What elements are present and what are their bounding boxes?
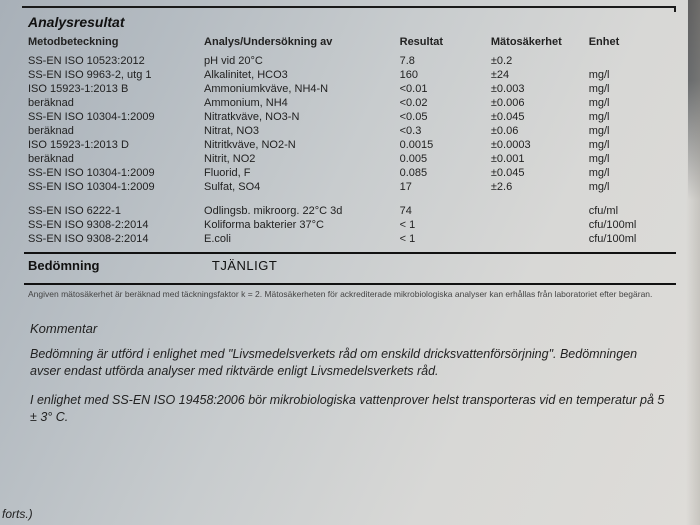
cell: 0.0015	[396, 138, 487, 152]
continuation-note: forts.)	[2, 507, 33, 521]
col-unit: Enhet	[585, 34, 676, 54]
cell: pH vid 20°C	[200, 54, 396, 68]
cell: Odlingsb. mikroorg. 22°C 3d	[200, 204, 396, 218]
cell: Nitrit, NO2	[200, 152, 396, 166]
cell: mg/l	[585, 124, 676, 138]
cell: ±0.003	[487, 82, 585, 96]
cell: ±0.001	[487, 152, 585, 166]
col-result: Resultat	[396, 34, 487, 54]
cell: < 1	[396, 218, 487, 232]
table-row: SS-EN ISO 9308-2:2014Koliforma bakterier…	[24, 218, 676, 232]
section-title: Analysresultat	[28, 14, 676, 30]
table-row: ISO 15923-1:2013 DNitritkväve, NO2-N0.00…	[24, 138, 676, 152]
table-row: beräknadNitrat, NO3<0.3±0.06mg/l	[24, 124, 676, 138]
fine-note: Angiven mätosäkerhet är beräknad med täc…	[28, 289, 672, 299]
cell: ±2.6	[487, 180, 585, 194]
cell: cfu/100ml	[585, 218, 676, 232]
cell: SS-EN ISO 10304-1:2009	[24, 180, 200, 194]
cell: mg/l	[585, 152, 676, 166]
cell: mg/l	[585, 110, 676, 124]
cell: 0.005	[396, 152, 487, 166]
cell: SS-EN ISO 10304-1:2009	[24, 166, 200, 180]
cell: ±0.06	[487, 124, 585, 138]
cell: SS-EN ISO 9308-2:2014	[24, 218, 200, 232]
cell: ±0.006	[487, 96, 585, 110]
assessment-label: Bedömning	[28, 258, 202, 273]
cell: Nitritkväve, NO2-N	[200, 138, 396, 152]
cell: ±0.0003	[487, 138, 585, 152]
cell: cfu/ml	[585, 204, 676, 218]
cell: 74	[396, 204, 487, 218]
assessment-value: TJÄNLIGT	[212, 258, 277, 273]
comment-p1: Bedömning är utförd i enlighet med "Livs…	[30, 346, 670, 380]
divider	[24, 252, 676, 254]
cell: 0.085	[396, 166, 487, 180]
cell: Fluorid, F	[200, 166, 396, 180]
cell: Ammonium, NH4	[200, 96, 396, 110]
table-row: beräknadNitrit, NO20.005±0.001mg/l	[24, 152, 676, 166]
cell: ±24	[487, 68, 585, 82]
table-row: SS-EN ISO 10304-1:2009Sulfat, SO417±2.6m…	[24, 180, 676, 194]
comment-p2: I enlighet med SS-EN ISO 19458:2006 bör …	[30, 392, 670, 426]
cell: <0.01	[396, 82, 487, 96]
cell: Nitratkväve, NO3-N	[200, 110, 396, 124]
table-row: SS-EN ISO 10304-1:2009Fluorid, F0.085±0.…	[24, 166, 676, 180]
table-row: beräknadAmmonium, NH4<0.02±0.006mg/l	[24, 96, 676, 110]
comment-block: Kommentar Bedömning är utförd i enlighet…	[30, 321, 670, 426]
cell: Nitrat, NO3	[200, 124, 396, 138]
table-row: SS-EN ISO 6222-1Odlingsb. mikroorg. 22°C…	[24, 204, 676, 218]
cell	[585, 54, 676, 68]
cell: mg/l	[585, 96, 676, 110]
table-row: SS-EN ISO 10523:2012pH vid 20°C7.8±0.2	[24, 54, 676, 68]
cell: E.coli	[200, 232, 396, 246]
cell: ±0.2	[487, 54, 585, 68]
cell: 17	[396, 180, 487, 194]
comment-heading: Kommentar	[30, 321, 670, 336]
cell: SS-EN ISO 9308-2:2014	[24, 232, 200, 246]
results-table: Metodbeteckning Analys/Undersökning av R…	[24, 34, 676, 246]
cell: SS-EN ISO 10523:2012	[24, 54, 200, 68]
col-uncertainty: Mätosäkerhet	[487, 34, 585, 54]
cell: mg/l	[585, 138, 676, 152]
cell: 7.8	[396, 54, 487, 68]
cell: <0.3	[396, 124, 487, 138]
col-analysis: Analys/Undersökning av	[200, 34, 396, 54]
cell: SS-EN ISO 10304-1:2009	[24, 110, 200, 124]
cell: mg/l	[585, 68, 676, 82]
table-row: ISO 15923-1:2013 BAmmoniumkväve, NH4-N<0…	[24, 82, 676, 96]
cell: ±0.045	[487, 110, 585, 124]
table-row: SS-EN ISO 10304-1:2009Nitratkväve, NO3-N…	[24, 110, 676, 124]
divider	[24, 283, 676, 285]
table-row: SS-EN ISO 9963-2, utg 1Alkalinitet, HCO3…	[24, 68, 676, 82]
cell: mg/l	[585, 82, 676, 96]
cell	[487, 232, 585, 246]
cell: Alkalinitet, HCO3	[200, 68, 396, 82]
cell	[487, 218, 585, 232]
cell: SS-EN ISO 6222-1	[24, 204, 200, 218]
cell	[487, 204, 585, 218]
cell: mg/l	[585, 180, 676, 194]
cell: SS-EN ISO 9963-2, utg 1	[24, 68, 200, 82]
assessment-row: Bedömning TJÄNLIGT	[24, 256, 676, 277]
top-border	[22, 6, 676, 12]
cell: mg/l	[585, 166, 676, 180]
col-method: Metodbeteckning	[24, 34, 200, 54]
cell: ±0.045	[487, 166, 585, 180]
cell: cfu/100ml	[585, 232, 676, 246]
cell: beräknad	[24, 124, 200, 138]
table-row: SS-EN ISO 9308-2:2014E.coli< 1 cfu/100ml	[24, 232, 676, 246]
cell: ISO 15923-1:2013 D	[24, 138, 200, 152]
cell: <0.05	[396, 110, 487, 124]
cell: beräknad	[24, 96, 200, 110]
cell: <0.02	[396, 96, 487, 110]
cell: < 1	[396, 232, 487, 246]
cell: Koliforma bakterier 37°C	[200, 218, 396, 232]
cell: beräknad	[24, 152, 200, 166]
cell: Ammoniumkväve, NH4-N	[200, 82, 396, 96]
cell: Sulfat, SO4	[200, 180, 396, 194]
cell: 160	[396, 68, 487, 82]
table-header-row: Metodbeteckning Analys/Undersökning av R…	[24, 34, 676, 54]
report-sheet: Analysresultat Metodbeteckning Analys/Un…	[14, 0, 686, 438]
cell: ISO 15923-1:2013 B	[24, 82, 200, 96]
